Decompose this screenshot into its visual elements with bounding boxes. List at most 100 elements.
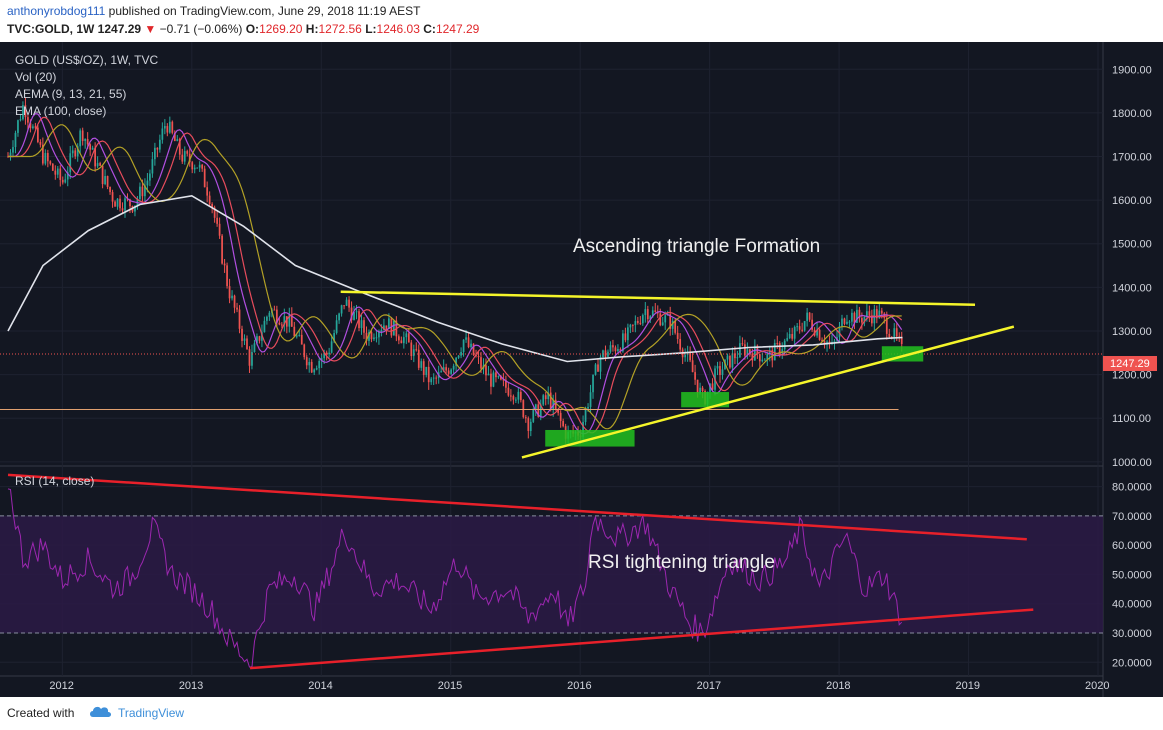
candle-body [584, 408, 587, 422]
candle-body [524, 417, 527, 419]
candle-body [801, 329, 804, 331]
candle-body [549, 392, 552, 410]
candle-body [870, 315, 873, 324]
candle-body [407, 333, 410, 343]
candle-body [472, 343, 475, 355]
candle-body [467, 337, 470, 348]
candle-body [607, 351, 609, 357]
candle-body [412, 349, 415, 357]
candle-body [111, 192, 114, 202]
candle-body [345, 299, 348, 306]
candle-body [689, 352, 691, 361]
candle-body [522, 400, 525, 418]
candle-body [193, 167, 196, 170]
candle-body [664, 315, 667, 323]
candle-body [196, 167, 199, 169]
candle-body [173, 132, 176, 142]
candle-body [417, 349, 420, 368]
candle-body [363, 320, 365, 333]
author-link[interactable]: anthonyrobdog111 [7, 4, 106, 18]
candle-body [866, 311, 868, 317]
time-tick-label: 2017 [697, 680, 721, 692]
close-value: 1247.29 [435, 22, 480, 36]
candle-body [425, 366, 428, 375]
candle-body [597, 364, 599, 372]
candle-body [144, 185, 146, 197]
candle-body [582, 421, 584, 437]
candle-body [711, 383, 714, 390]
candle-body [246, 338, 248, 350]
candle-body [139, 186, 141, 199]
candle-body [134, 205, 136, 212]
footer: Created with TradingView [0, 697, 1163, 730]
candle-body [778, 343, 781, 354]
candle-body [385, 325, 388, 329]
rsi-line [7, 488, 903, 668]
candle-body [46, 153, 49, 162]
candle-body [422, 361, 425, 375]
candle-body [9, 152, 12, 157]
candle-body [470, 343, 472, 348]
candle-body [636, 321, 639, 323]
legend-title: GOLD (US$/OZ), 1W, TVC [15, 53, 158, 67]
candle-body [487, 373, 490, 376]
candle-body [323, 352, 326, 359]
candle-body [280, 324, 283, 326]
rsi-lower-trendline [249, 608, 1034, 670]
candle-body [612, 345, 614, 348]
candle-body [17, 120, 19, 133]
tradingview-link[interactable]: TradingView [118, 706, 185, 720]
candle-body [811, 319, 813, 330]
candle-body [313, 369, 316, 373]
candle-body [734, 353, 736, 359]
candle-body [22, 105, 24, 120]
candle-body [273, 309, 276, 311]
legend-ema: EMA (100, close) [15, 104, 106, 118]
rsi-band-layer [0, 515, 1103, 634]
price-tick-label: 1600.00 [1112, 195, 1152, 207]
candle-body [380, 329, 383, 332]
candle-body [848, 321, 851, 323]
candle-body [176, 139, 179, 142]
candle-body [34, 126, 37, 128]
candle-body [378, 331, 380, 338]
candle-body [669, 314, 672, 329]
candle-body [124, 198, 126, 211]
candle-body [158, 139, 161, 150]
candle-body [213, 207, 216, 218]
candle-body [61, 179, 64, 183]
candle-body [181, 154, 184, 162]
candle-body [51, 163, 54, 171]
candle-body [266, 316, 268, 321]
candle-body [557, 409, 560, 413]
candle-body [761, 359, 764, 362]
candle-body [69, 153, 72, 173]
open-label: O: [245, 22, 260, 36]
candle-body [330, 341, 333, 353]
candle-body [851, 312, 853, 322]
candle-body [885, 317, 888, 334]
candle-body [617, 349, 619, 352]
chart[interactable]: 1000.00 1100.00 1200.00 1300.00 1400.00 1500.… [0, 42, 1163, 697]
candle-body [534, 404, 537, 410]
time-tick-label: 2016 [567, 680, 591, 692]
header: anthonyrobdog111 published on TradingVie… [0, 0, 1163, 42]
symbol: TVC:GOLD, 1W [7, 22, 95, 36]
candle-body [89, 144, 92, 150]
candle-body [388, 318, 390, 329]
candle-body [833, 340, 836, 342]
candle-body [348, 299, 350, 308]
candle-body [39, 141, 42, 145]
candle-body [397, 336, 400, 341]
rsi-tick-label: 60.0000 [1112, 540, 1152, 552]
candle-body [405, 333, 408, 338]
candle-body [462, 339, 465, 352]
candle-body [293, 326, 296, 337]
candle-body [91, 147, 94, 150]
candle-body [622, 333, 624, 352]
candle-body [402, 337, 405, 344]
candle-body [744, 344, 746, 356]
candle-body [900, 337, 903, 345]
candle-body [335, 320, 338, 334]
candle-body [758, 354, 761, 362]
